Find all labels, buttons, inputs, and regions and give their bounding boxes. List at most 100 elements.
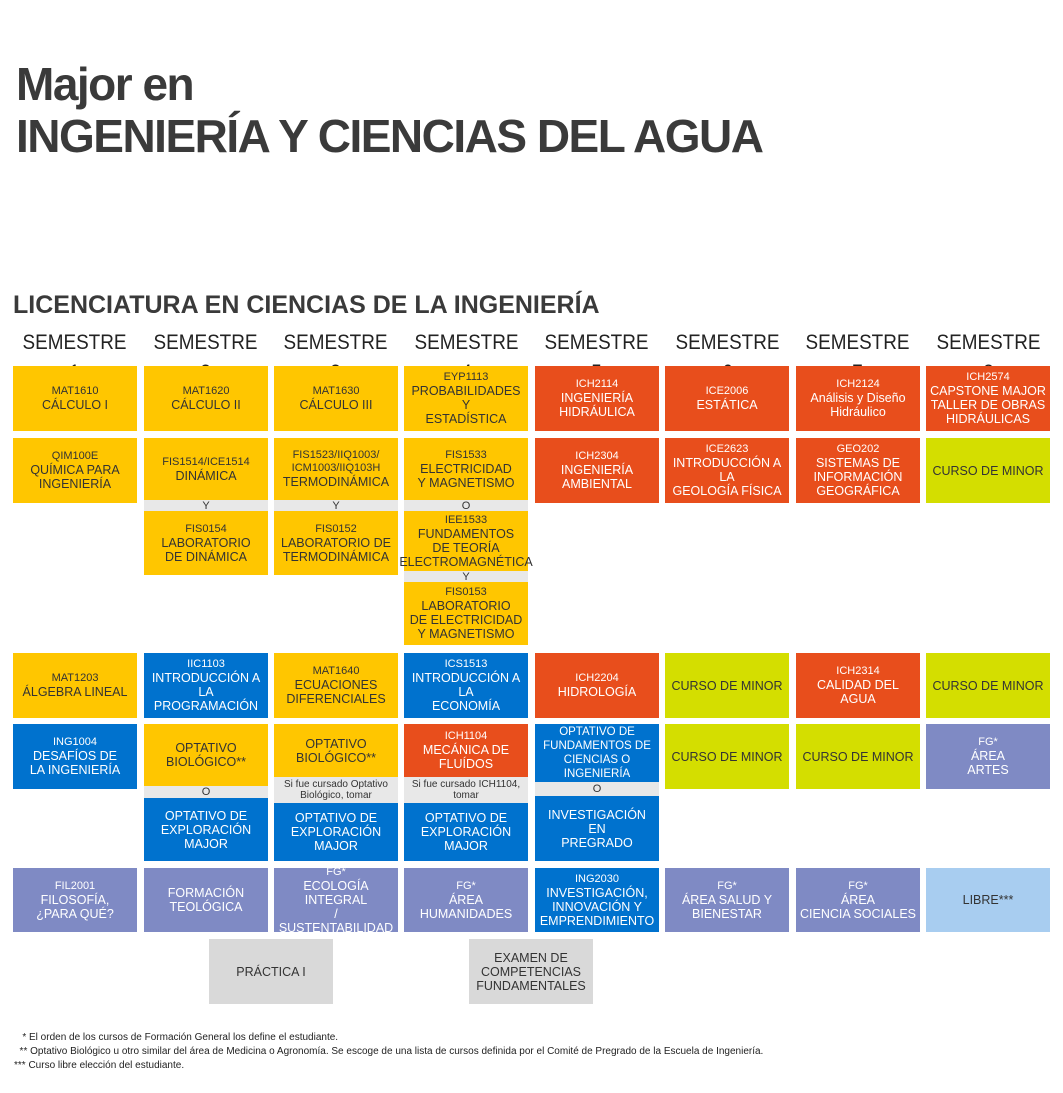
course-iic1103: IIC1103 INTRODUCCIÓN A LA PROGRAMACIÓN <box>144 653 268 718</box>
course-code: MAT1610 <box>51 385 99 397</box>
course-code: ICH2314 <box>836 665 880 677</box>
course-ich2314: ICH2314 CALIDAD DEL AGUA <box>796 653 920 718</box>
course-fg-ciencias-sociales: FG* ÁREA CIENCIA SOCIALES <box>796 868 920 932</box>
course-name: CALIDAD DEL AGUA <box>817 678 899 706</box>
course-name: FORMACIÓN TEOLÓGICA <box>167 886 245 914</box>
course-name: ÁLGEBRA LINEAL <box>22 685 128 699</box>
course-name: DINÁMICA <box>175 468 237 483</box>
course-name: HIDROLOGÍA <box>557 685 637 699</box>
course-optativo-exploracion: OPTATIVO DE EXPLORACIÓN MAJOR <box>404 803 528 861</box>
course-code: FIS0153 <box>445 586 487 598</box>
course-name: ÁREA CIENCIA SOCIALES <box>799 892 916 921</box>
practica-i: PRÁCTICA I <box>209 939 333 1004</box>
course-fg-salud: FG* ÁREA SALUD Y BIENESTAR <box>665 868 789 932</box>
course-ing1004: ING1004 DESAFÍOS DE LA INGENIERÍA <box>13 724 137 789</box>
course-name: DESAFÍOS DE LA INGENIERÍA <box>29 749 121 777</box>
course-fis0154: FIS0154 LABORATORIO DE DINÁMICA <box>144 511 268 575</box>
course-code: ICH2304 <box>575 450 619 462</box>
course-code: MAT1630 <box>312 385 360 397</box>
course-code: GEO202 <box>836 443 880 455</box>
course-ich2304: ICH2304 INGENIERÍA AMBIENTAL <box>535 438 659 503</box>
course-name: CURSO DE MINOR <box>932 678 1044 693</box>
course-optativo-exploracion: OPTATIVO DE EXPLORACIÓN MAJOR <box>274 803 398 861</box>
course-mat1620: MAT1620 CÁLCULO II <box>144 366 268 431</box>
course-mat1630: MAT1630 CÁLCULO III <box>274 366 398 431</box>
or-connector: O <box>144 786 268 798</box>
course-code: ICH2574 <box>966 371 1010 383</box>
course-code: ICH1104 <box>444 730 488 742</box>
course-name: SISTEMAS DE INFORMACIÓN GEOGRÁFICA <box>813 456 903 498</box>
course-ice2623: ICE2623 INTRODUCCIÓN A LA GEOLOGÍA FÍSIC… <box>665 438 789 503</box>
course-name: INTRODUCCIÓN A LA GEOLOGÍA FÍSICA <box>672 456 782 498</box>
course-name: LABORATORIO DE TERMODINÁMICA <box>281 535 391 564</box>
course-ich2114: ICH2114 INGENIERÍA HIDRÁULICA <box>535 366 659 431</box>
course-name: PROBABILIDADES Y ESTADÍSTICA <box>411 384 521 426</box>
course-name: CÁLCULO II <box>171 398 241 412</box>
course-minor: CURSO DE MINOR <box>926 438 1050 503</box>
course-name: INTRODUCCIÓN A LA PROGRAMACIÓN <box>151 671 261 713</box>
course-name: OPTATIVO DE EXPLORACIÓN MAJOR <box>290 811 382 853</box>
course-optativo-exploracion: OPTATIVO DE EXPLORACIÓN MAJOR <box>144 798 268 861</box>
course-investigacion-pregrado: INVESTIGACIÓN EN PREGRADO <box>535 796 659 861</box>
conditional-note: Si fue cursado ICH1104, tomar <box>404 777 528 803</box>
course-name: CAPSTONE MAJOR TALLER DE OBRAS HIDRÁULIC… <box>930 384 1046 426</box>
course-ich1104: ICH1104 MECÁNICA DE FLUÍDOS <box>404 724 528 777</box>
course-name: INGENIERÍA HIDRÁULICA <box>559 391 635 419</box>
course-code: FIS1533 <box>445 448 487 461</box>
course-code: FG* <box>326 865 346 878</box>
course-name: EXAMEN DE COMPETENCIAS FUNDAMENTALES <box>476 950 586 993</box>
and-connector: Y <box>274 500 398 511</box>
course-code: ICE2006 <box>705 385 749 397</box>
course-fis0152: FIS0152 LABORATORIO DE TERMODINÁMICA <box>274 511 398 575</box>
course-name: OPTATIVO BIOLÓGICO** <box>296 736 376 765</box>
course-fis1523: FIS1523/IIQ1003/ ICM1003/IIQ103H TERMODI… <box>274 438 398 500</box>
course-name: OPTATIVO BIOLÓGICO** <box>166 741 246 769</box>
course-minor: CURSO DE MINOR <box>926 653 1050 718</box>
course-code: FG* <box>848 879 868 892</box>
course-name: OPTATIVO DE FUNDAMENTOS DE CIENCIAS O IN… <box>543 726 651 780</box>
footnotes: * El orden de los cursos de Formación Ge… <box>14 1031 763 1073</box>
course-name: LIBRE*** <box>962 893 1014 907</box>
course-name: ECOLOGÍA INTEGRAL / SUSTENTABILIDAD <box>278 878 394 935</box>
course-code: ICS1513 <box>444 658 488 670</box>
course-name: MECÁNICA DE FLUÍDOS <box>422 743 510 771</box>
course-code: ICH2124 <box>836 378 880 390</box>
course-name: CÁLCULO III <box>299 398 373 412</box>
course-name: CURSO DE MINOR <box>932 463 1044 478</box>
course-code: IEE1533 <box>444 513 488 526</box>
course-code: EYP1113 <box>443 371 489 383</box>
footnote: * El orden de los cursos de Formación Ge… <box>14 1032 339 1043</box>
course-fg-humanidades: FG* ÁREA HUMANIDADES <box>404 868 528 932</box>
course-name: INVESTIGACIÓN EN PREGRADO <box>548 807 646 850</box>
conditional-note: Si fue cursado Optativo Biológico, tomar <box>274 777 398 803</box>
course-name: OPTATIVO DE EXPLORACIÓN MAJOR <box>420 811 512 853</box>
course-name: LABORATORIO DE ELECTRICIDAD Y MAGNETISMO <box>409 599 523 641</box>
course-code: IIC1103 <box>187 658 225 670</box>
course-geo202: GEO202 SISTEMAS DE INFORMACIÓN GEOGRÁFIC… <box>796 438 920 503</box>
course-name: INTRODUCCIÓN A LA ECONOMÍA <box>411 671 521 713</box>
course-name: CURSO DE MINOR <box>671 678 783 693</box>
course-fg-ecologia: FG* ECOLOGÍA INTEGRAL / SUSTENTABILIDAD <box>274 865 398 935</box>
course-fis1533: FIS1533 ELECTRICIDAD Y MAGNETISMO <box>404 438 528 500</box>
course-code: MAT1620 <box>182 385 230 397</box>
course-minor: CURSO DE MINOR <box>665 724 789 789</box>
course-name: INVESTIGACIÓN, INNOVACIÓN Y EMPRENDIMIEN… <box>539 885 655 928</box>
course-name: ÁREA ARTES <box>967 749 1009 777</box>
course-ics1513: ICS1513 INTRODUCCIÓN A LA ECONOMÍA <box>404 653 528 718</box>
course-name: PRÁCTICA I <box>236 964 306 979</box>
course-optativo-biologico: OPTATIVO BIOLÓGICO** <box>144 724 268 786</box>
or-connector: O <box>535 782 659 796</box>
course-name: FILOSOFÍA, ¿PARA QUÉ? <box>36 892 114 921</box>
course-code: MAT1203 <box>51 672 99 684</box>
course-iee1533: IEE1533 FUNDAMENTOS DE TEORÍA ELECTROMAG… <box>399 511 533 571</box>
course-optativo-biologico: OPTATIVO BIOLÓGICO** <box>274 724 398 777</box>
course-code: FIL2001 <box>54 879 96 892</box>
course-fil2001: FIL2001 FILOSOFÍA, ¿PARA QUÉ? <box>13 868 137 932</box>
major-label: Major en <box>16 58 195 110</box>
course-code: QIM100E <box>51 450 99 462</box>
course-code: FIS0152 <box>315 522 357 535</box>
course-code: FG* <box>717 879 737 892</box>
course-code: ICE2623 <box>705 443 749 455</box>
course-minor: CURSO DE MINOR <box>796 724 920 789</box>
or-connector: O <box>404 500 528 511</box>
